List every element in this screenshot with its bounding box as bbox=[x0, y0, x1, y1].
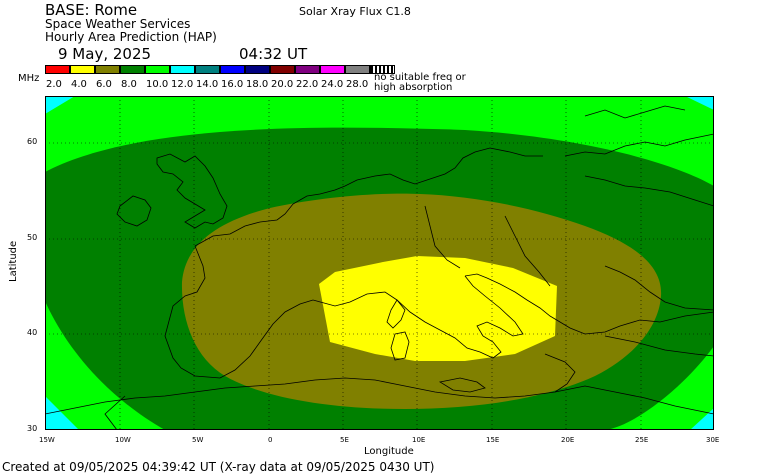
lon-tick-15e: 15E bbox=[486, 436, 500, 444]
lon-tick-5e: 5E bbox=[340, 436, 349, 444]
date-label: 9 May, 2025 bbox=[58, 45, 152, 63]
scale-label-7: 16.0 bbox=[221, 79, 244, 90]
map-frame bbox=[45, 96, 714, 430]
lat-tick-60: 60 bbox=[27, 137, 38, 146]
coastlines bbox=[45, 105, 714, 430]
scale-swatch-11 bbox=[320, 65, 345, 74]
y-axis-label: Latitude bbox=[8, 240, 19, 282]
lon-tick-15w: 15W bbox=[39, 436, 55, 444]
zone-12mhz-ne bbox=[685, 96, 714, 110]
scale-label-3: 8.0 bbox=[121, 79, 137, 90]
hap-map bbox=[45, 96, 714, 430]
scale-label-2: 6.0 bbox=[96, 79, 112, 90]
scale-swatch-no-data bbox=[370, 65, 395, 74]
scale-swatch-1 bbox=[70, 65, 95, 74]
x-axis-label: Longitude bbox=[364, 446, 414, 457]
zone-4mhz bbox=[319, 256, 557, 361]
scale-swatch-6 bbox=[195, 65, 220, 74]
scale-swatch-8 bbox=[245, 65, 270, 74]
lon-tick-10w: 10W bbox=[115, 436, 131, 444]
scale-swatch-12 bbox=[345, 65, 370, 74]
time-label: 04:32 UT bbox=[239, 45, 308, 63]
scale-label-11: 24.0 bbox=[321, 79, 344, 90]
lon-tick-10e: 10E bbox=[412, 436, 426, 444]
lon-tick-20e: 20E bbox=[561, 436, 575, 444]
footer-timestamp: Created at 09/05/2025 04:39:42 UT (X-ray… bbox=[2, 460, 435, 474]
scale-label-8: 18.0 bbox=[246, 79, 269, 90]
no-suitable-line1: no suitable freq or bbox=[374, 72, 466, 83]
product-name: Hourly Area Prediction (HAP) bbox=[45, 30, 217, 44]
lon-tick-0: 0 bbox=[268, 436, 273, 444]
frequency-scale bbox=[45, 65, 395, 75]
scale-swatch-10 bbox=[295, 65, 320, 74]
lat-tick-30: 30 bbox=[27, 424, 38, 433]
scale-swatch-9 bbox=[270, 65, 295, 74]
scale-label-5: 12.0 bbox=[171, 79, 194, 90]
flux-label: Solar Xray Flux C1.8 bbox=[299, 5, 411, 18]
lat-tick-40: 40 bbox=[27, 328, 38, 337]
scale-swatch-2 bbox=[95, 65, 120, 74]
lon-tick-5w: 5W bbox=[192, 436, 204, 444]
scale-swatch-7 bbox=[220, 65, 245, 74]
lon-tick-30e: 30E bbox=[706, 436, 720, 444]
no-suitable-note: no suitable freq or high absorption bbox=[374, 73, 466, 93]
scale-label-9: 20.0 bbox=[271, 79, 294, 90]
org-name: Space Weather Services bbox=[45, 17, 191, 31]
scale-label-6: 14.0 bbox=[196, 79, 219, 90]
scale-label-1: 4.0 bbox=[71, 79, 87, 90]
zone-12mhz-nw bbox=[45, 96, 75, 114]
scale-label-4: 10.0 bbox=[146, 79, 169, 90]
scale-swatch-3 bbox=[120, 65, 145, 74]
scale-label-10: 22.0 bbox=[296, 79, 319, 90]
scale-label-12: 28.0 bbox=[346, 79, 369, 90]
no-suitable-line2: high absorption bbox=[374, 82, 453, 93]
scale-swatch-5 bbox=[170, 65, 195, 74]
lon-tick-25e: 25E bbox=[635, 436, 649, 444]
zone-12mhz-sw bbox=[45, 396, 79, 430]
scale-label-0: 2.0 bbox=[46, 79, 62, 90]
scale-swatch-4 bbox=[145, 65, 170, 74]
scale-swatch-0 bbox=[45, 65, 70, 74]
zone-12mhz-se bbox=[690, 408, 714, 430]
lat-tick-50: 50 bbox=[27, 233, 38, 242]
base-title: BASE: Rome bbox=[45, 1, 138, 19]
mhz-unit: MHz bbox=[18, 73, 40, 84]
